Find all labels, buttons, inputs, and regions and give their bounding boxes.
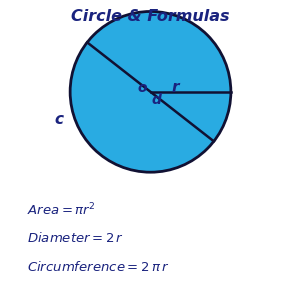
Text: r: r bbox=[171, 80, 179, 95]
Text: o: o bbox=[137, 81, 147, 94]
Text: $Diameter = 2\, r$: $Diameter = 2\, r$ bbox=[27, 231, 124, 245]
Circle shape bbox=[70, 11, 231, 172]
Text: d: d bbox=[151, 94, 161, 107]
Text: $Circumference = 2\,\pi\, r$: $Circumference = 2\,\pi\, r$ bbox=[27, 260, 169, 274]
Text: c: c bbox=[54, 113, 63, 127]
Text: Circle & Formulas: Circle & Formulas bbox=[71, 9, 230, 24]
Text: $Area = \pi r^2$: $Area = \pi r^2$ bbox=[27, 201, 96, 218]
